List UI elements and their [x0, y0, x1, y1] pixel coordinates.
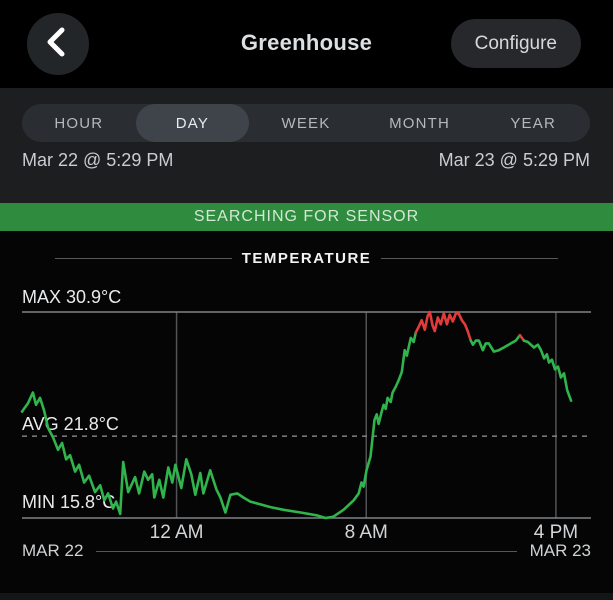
bottom-strip: [0, 593, 613, 600]
x-tick-4pm: 4 PM: [533, 522, 579, 543]
chevron-left-icon: [27, 11, 89, 78]
x-tick-12am: 12 AM: [149, 522, 204, 543]
header-rule-left: [55, 258, 232, 259]
page-title: Greenhouse: [240, 30, 373, 55]
time-range-tabs: HOUR DAY WEEK MONTH YEAR: [22, 104, 590, 142]
configure-button[interactable]: Configure: [450, 19, 581, 68]
x-tick-8am: 8 AM: [344, 522, 388, 543]
status-banner-text: SEARCHING FOR SENSOR: [193, 208, 420, 225]
header-rule-right: [381, 258, 558, 259]
top-bar: Greenhouse Configure: [0, 0, 613, 88]
temperature-section: TEMPERATURE MAX 30.9°C AVG 21.8°C MIN 15…: [0, 231, 613, 600]
tab-week[interactable]: WEEK: [281, 114, 331, 132]
back-button[interactable]: [27, 13, 89, 75]
max-temperature-label: MAX 30.9°C: [22, 287, 122, 307]
section-header: TEMPERATURE: [55, 250, 558, 267]
tab-day[interactable]: DAY: [135, 104, 250, 142]
controls-section: HOUR DAY WEEK MONTH YEAR Mar 22 @ 5:29 P…: [0, 88, 613, 203]
min-temperature-label: MIN 15.8°C: [22, 492, 116, 512]
tab-year[interactable]: YEAR: [510, 114, 556, 132]
date-range-row: Mar 22 @ 5:29 PM Mar 23 @ 5:29 PM: [22, 150, 590, 171]
start-day-label: MAR 22: [22, 541, 84, 560]
day-range-rule: [96, 550, 517, 552]
section-title: TEMPERATURE: [241, 250, 372, 267]
status-banner: SEARCHING FOR SENSOR: [0, 203, 613, 231]
tab-month[interactable]: MONTH: [389, 114, 451, 132]
tab-hour[interactable]: HOUR: [54, 114, 104, 132]
range-start-label: Mar 22 @ 5:29 PM: [22, 150, 174, 170]
avg-temperature-label: AVG 21.8°C: [22, 414, 119, 434]
range-end-label: Mar 23 @ 5:29 PM: [438, 150, 590, 170]
day-range-row: MAR 22 MAR 23: [22, 541, 591, 561]
end-day-label: MAR 23: [529, 541, 591, 560]
